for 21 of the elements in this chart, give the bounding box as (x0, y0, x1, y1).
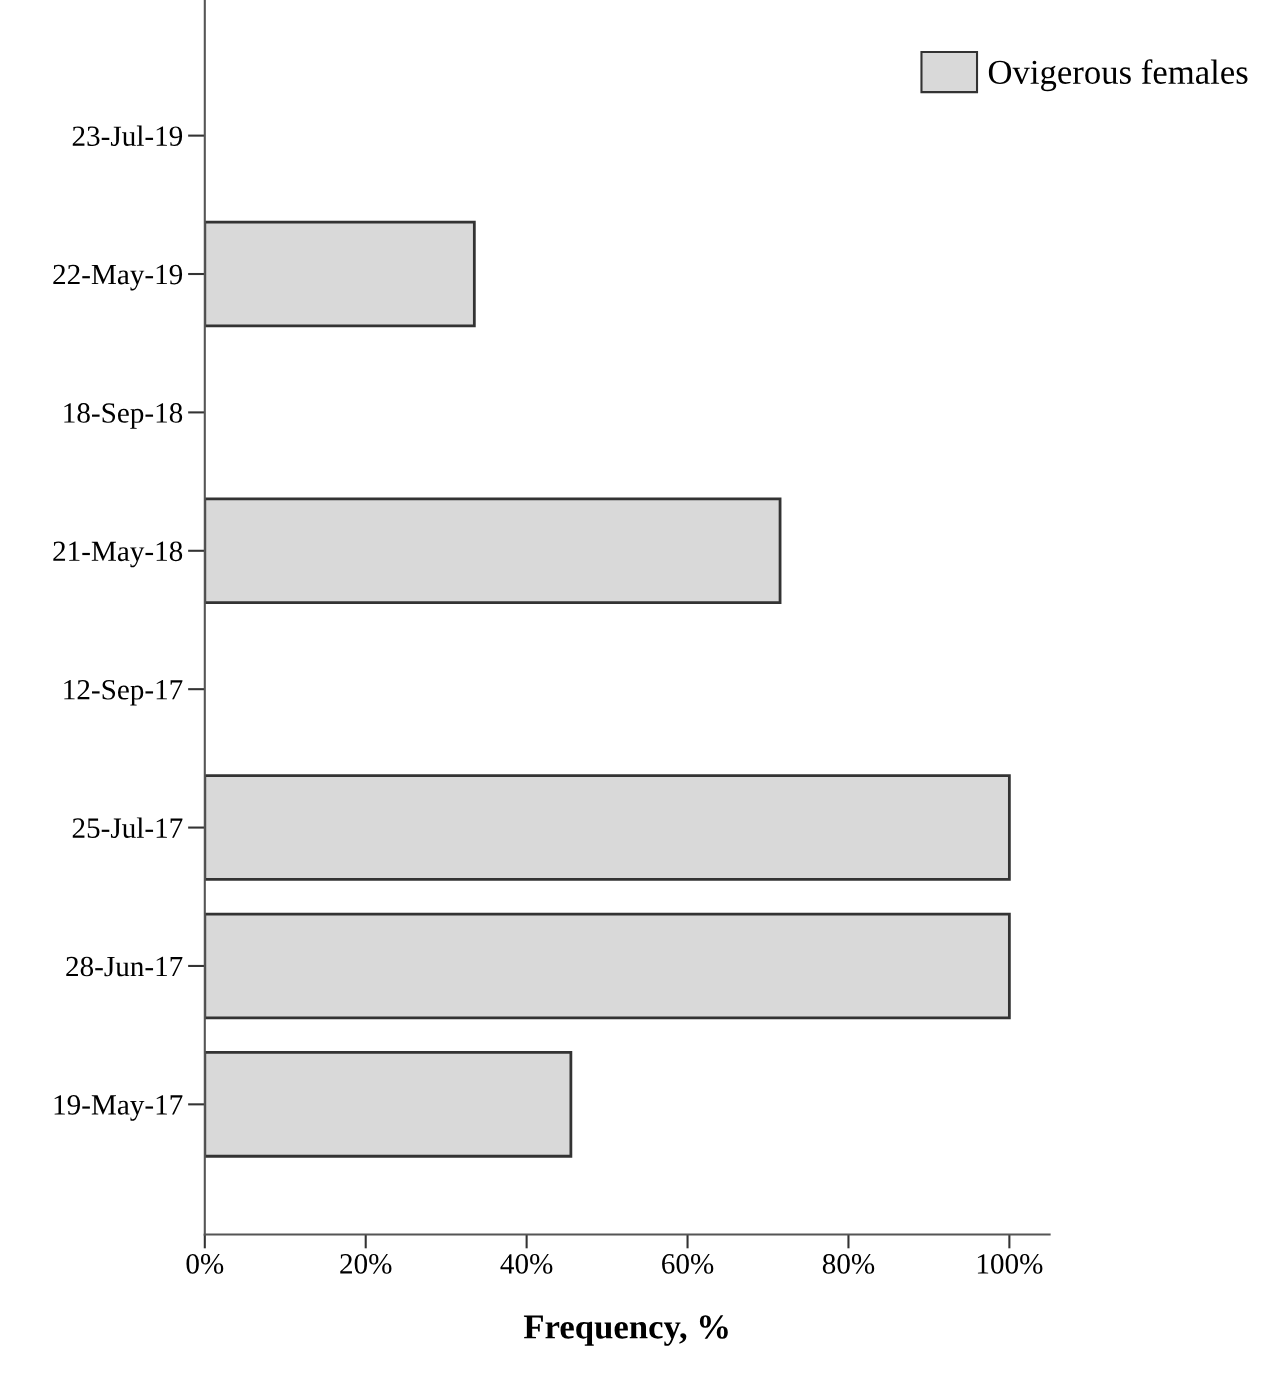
y-tick-label: 21-May-18 (53, 541, 183, 568)
legend-label: Ovigerous females (988, 59, 1248, 92)
bar (204, 220, 476, 328)
x-tick-label: 60% (662, 1254, 714, 1274)
bar (204, 912, 1011, 1020)
x-tick-label: 40% (500, 1254, 553, 1274)
bar (204, 1051, 573, 1158)
x-tick-label: 80% (822, 1254, 875, 1274)
y-tick-label: 18-Sep-18 (64, 403, 183, 429)
x-tick-label: 0% (186, 1254, 224, 1274)
bar (204, 774, 1011, 881)
bar (204, 497, 782, 605)
y-tick-label: 22-May-19 (53, 264, 183, 291)
y-tick-label: 28-Jun-17 (66, 956, 183, 977)
y-tick-label: 19-May-17 (54, 1095, 183, 1121)
x-axis-title: Frequency, % (523, 1315, 728, 1346)
x-tick-label: 20% (340, 1254, 392, 1274)
y-tick-label: 25-Jul-17 (72, 817, 183, 838)
x-tick-label: 100% (977, 1254, 1043, 1274)
y-tick-label: 23-Jul-19 (72, 125, 183, 147)
y-tick-label: 12-Sep-17 (64, 679, 183, 706)
